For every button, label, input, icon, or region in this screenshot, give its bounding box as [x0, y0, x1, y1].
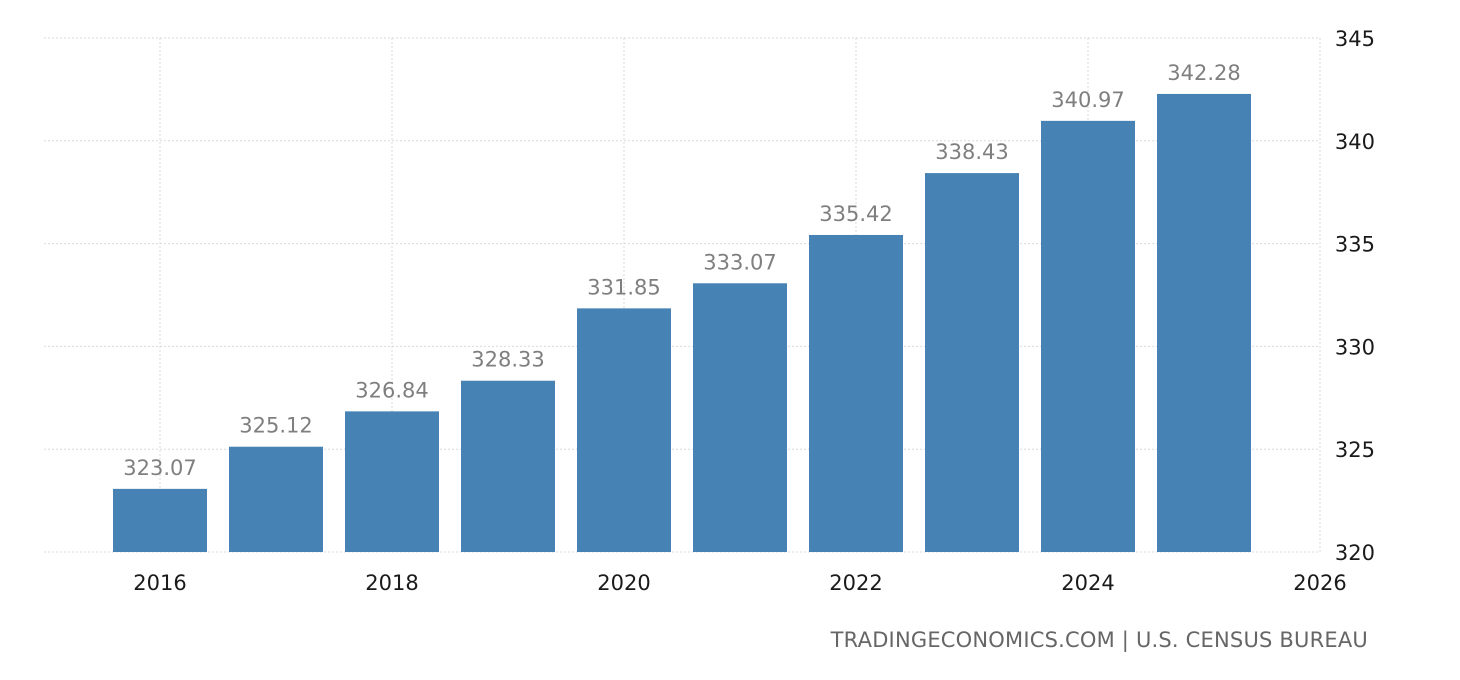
bar-value-label: 323.07	[123, 456, 196, 480]
bar	[925, 173, 1019, 552]
x-tick-label: 2016	[133, 571, 186, 595]
data-labels: 323.07 325.12 326.84 328.33 331.85 333.07 335.…	[123, 61, 1240, 480]
bar-value-label: 328.33	[471, 348, 544, 372]
bar-value-label: 331.85	[587, 275, 660, 299]
x-tick-label: 2026	[1293, 571, 1346, 595]
bar	[1041, 120, 1135, 552]
bar-value-label: 325.12	[239, 414, 312, 438]
bar-value-label: 338.43	[935, 140, 1008, 164]
source-attribution: TRADINGECONOMICS.COM | U.S. CENSUS BUREA…	[830, 628, 1368, 652]
x-tick-label: 2018	[365, 571, 418, 595]
y-tick-label: 330	[1335, 335, 1375, 359]
bar	[577, 308, 671, 552]
y-tick-label: 335	[1335, 233, 1375, 257]
y-tick-label: 345	[1335, 27, 1375, 51]
y-axis-ticks: 320 325 330 335 340 345	[1335, 27, 1375, 565]
y-tick-label: 325	[1335, 438, 1375, 462]
bar-value-label: 342.28	[1167, 61, 1240, 85]
x-axis-ticks: 2016 2018 2020 2022 2024 2026	[133, 571, 1346, 595]
bar-value-label: 333.07	[703, 250, 776, 274]
bar	[809, 234, 903, 553]
bar	[461, 380, 555, 552]
bar-value-label: 326.84	[355, 378, 428, 402]
y-tick-label: 340	[1335, 130, 1375, 154]
y-tick-label: 320	[1335, 541, 1375, 565]
bar	[345, 411, 439, 552]
x-tick-label: 2024	[1061, 571, 1114, 595]
bar	[113, 488, 207, 552]
bar-value-label: 335.42	[819, 202, 892, 226]
x-tick-label: 2022	[829, 571, 882, 595]
x-tick-label: 2020	[597, 571, 650, 595]
bar	[1157, 93, 1251, 552]
bar-value-label: 340.97	[1051, 88, 1124, 112]
bars	[113, 93, 1251, 553]
bar	[693, 283, 787, 552]
bar	[229, 446, 323, 552]
